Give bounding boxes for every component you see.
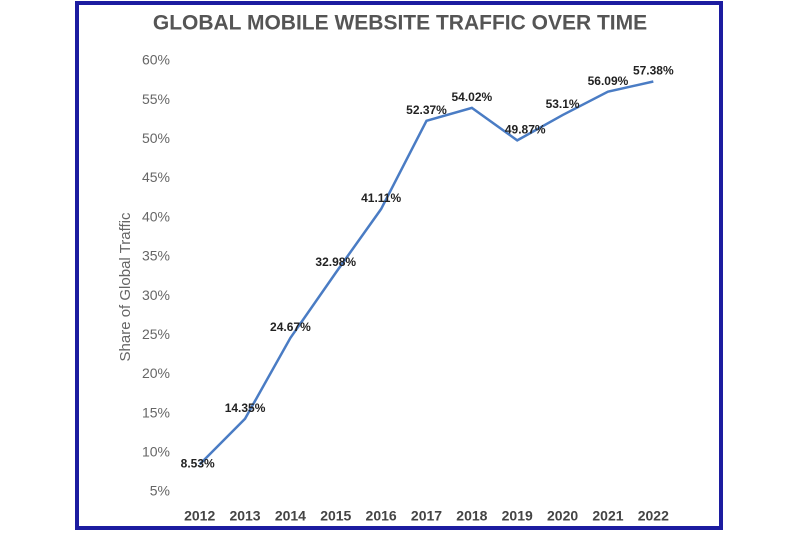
data-label: 52.37%: [406, 103, 447, 117]
x-tick-label: 2016: [366, 508, 397, 524]
data-label: 57.38%: [633, 64, 674, 78]
chart-title: GLOBAL MOBILE WEBSITE TRAFFIC OVER TIME: [153, 12, 647, 35]
y-tick-label: 25%: [142, 326, 170, 342]
data-line: [198, 80, 654, 466]
y-tick-label: 20%: [142, 365, 170, 381]
data-label: 56.09%: [588, 74, 629, 88]
y-tick-label: 45%: [142, 169, 170, 185]
y-tick-label: 55%: [142, 91, 170, 107]
data-label: 14.35%: [225, 401, 266, 415]
y-axis-title: Share of Global Traffic: [117, 212, 134, 361]
x-tick-label: 2022: [638, 508, 669, 524]
data-label: 53.1%: [546, 97, 580, 111]
x-tick-label: 2020: [547, 508, 578, 524]
data-label: 24.67%: [270, 320, 311, 334]
data-label: 8.53%: [181, 457, 215, 471]
y-tick-label: 40%: [142, 208, 170, 224]
y-tick-label: 15%: [142, 404, 170, 420]
x-tick-label: 2014: [275, 508, 306, 524]
y-tick-label: 60%: [142, 52, 170, 68]
data-label: 49.87%: [505, 123, 546, 137]
x-tick-label: 2015: [320, 508, 351, 524]
y-tick-label: 5%: [150, 483, 170, 499]
x-tick-label: 2018: [456, 508, 487, 524]
data-label: 32.98%: [315, 255, 356, 269]
y-tick-label: 35%: [142, 248, 170, 264]
x-tick-label: 2012: [184, 508, 215, 524]
y-tick-label: 30%: [142, 287, 170, 303]
x-tick-label: 2013: [229, 508, 260, 524]
y-tick-label: 50%: [142, 130, 170, 146]
data-label: 54.02%: [452, 90, 493, 104]
y-tick-label: 10%: [142, 444, 170, 460]
data-label: 41.11%: [361, 191, 401, 205]
x-tick-label: 2019: [502, 508, 533, 524]
x-tick-label: 2017: [411, 508, 442, 524]
x-tick-label: 2021: [592, 508, 623, 524]
